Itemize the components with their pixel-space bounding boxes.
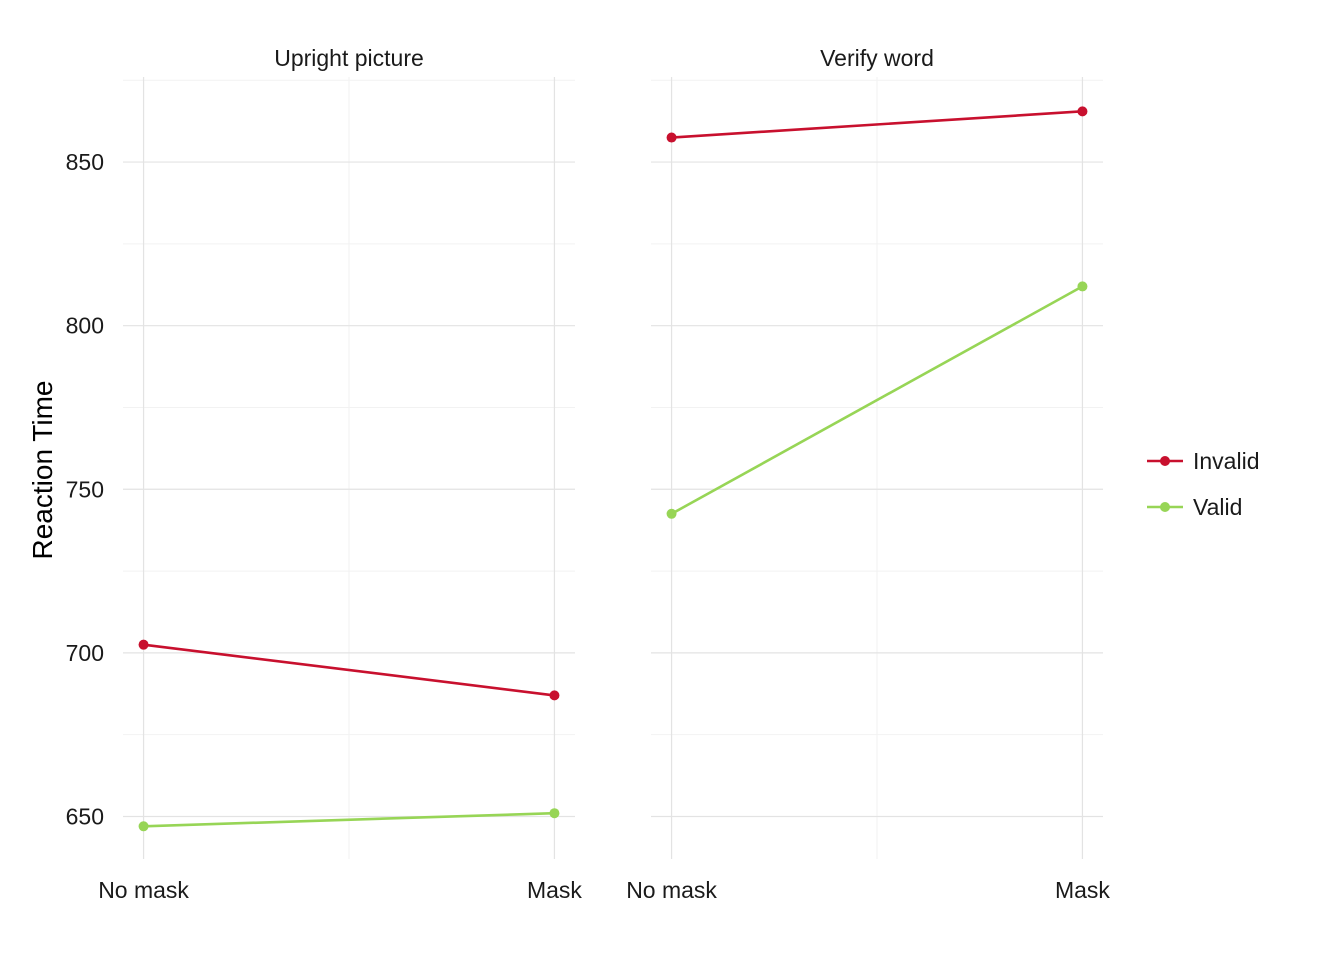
panel-title: Verify word [820, 45, 934, 71]
y-axis-label: Reaction Time [27, 381, 58, 560]
legend-marker-invalid [1160, 456, 1170, 466]
legend: Invalid Valid [1147, 448, 1259, 520]
panel-title: Upright picture [274, 45, 424, 71]
y-tick-label: 850 [66, 149, 104, 175]
y-tick-label: 750 [66, 476, 104, 502]
y-tick-label: 650 [66, 803, 104, 829]
x-tick-label: Mask [1055, 877, 1110, 903]
y-tick-label: 700 [66, 640, 104, 666]
legend-label-invalid: Invalid [1193, 448, 1259, 474]
legend-marker-valid [1160, 502, 1170, 512]
x-tick-label: No mask [626, 877, 717, 903]
x-tick-label: Mask [527, 877, 582, 903]
data-point-valid [549, 808, 560, 819]
x-tick-label: No mask [98, 877, 189, 903]
data-point-invalid [138, 639, 149, 650]
data-point-valid [666, 508, 677, 519]
y-tick-label: 800 [66, 313, 104, 339]
panel-1: Verify word No mask Mask [626, 45, 1110, 903]
data-point-invalid [1077, 106, 1088, 117]
data-point-invalid [549, 690, 560, 701]
legend-label-valid: Valid [1193, 494, 1242, 520]
series-line-invalid [671, 110, 1083, 139]
series-line-valid [670, 285, 1084, 515]
data-point-invalid [666, 132, 677, 143]
data-point-valid [138, 821, 149, 832]
data-point-valid [1077, 281, 1088, 292]
series-line-invalid [143, 643, 555, 697]
panel-0: Upright picture No mask Mask 650 700 750 800 85… [66, 45, 583, 903]
series-line-valid [143, 811, 555, 828]
